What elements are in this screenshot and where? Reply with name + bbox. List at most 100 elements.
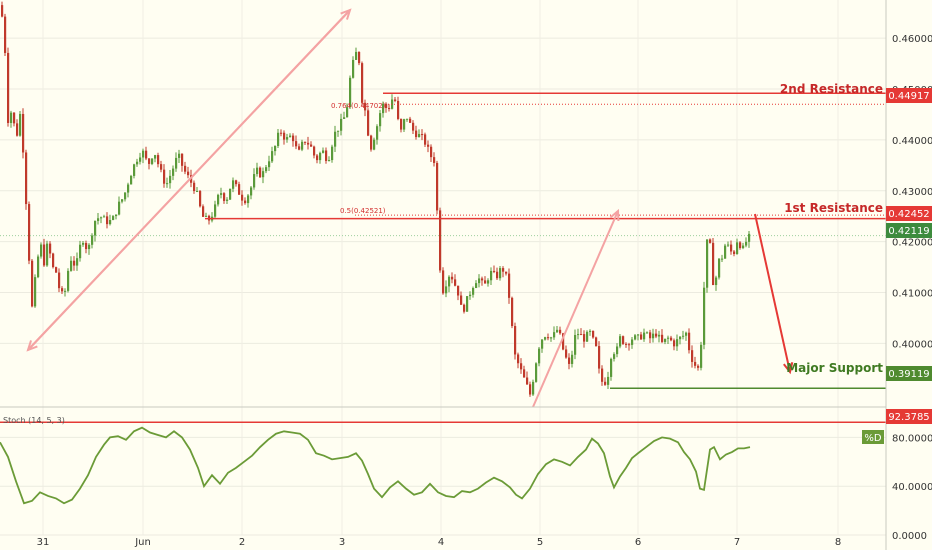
candle-body	[76, 258, 79, 266]
candle-body	[736, 242, 739, 254]
candle-body	[382, 103, 385, 114]
candle-body	[724, 245, 727, 259]
candle-body	[43, 244, 46, 266]
candle-body	[697, 365, 700, 368]
candle-body	[559, 329, 562, 334]
candle-body	[643, 332, 646, 340]
candle-body	[589, 330, 592, 332]
candle-body	[676, 339, 679, 347]
candle-body	[475, 283, 478, 289]
candle-body	[226, 199, 229, 201]
stoch-current-pill	[862, 430, 884, 444]
candle-body	[124, 192, 127, 200]
candle-body	[364, 102, 367, 111]
candle-body	[205, 215, 208, 217]
candle-body	[481, 278, 484, 281]
candle-body	[577, 334, 580, 336]
candle-body	[691, 350, 694, 362]
candle-body	[34, 277, 37, 307]
candle-body	[490, 270, 493, 281]
candle-body	[154, 155, 157, 159]
candle-body	[424, 134, 427, 145]
candle-body	[343, 117, 346, 119]
candle-body	[310, 144, 313, 147]
candle-body	[13, 112, 16, 124]
candle-body	[88, 244, 91, 250]
stoch-current: %D	[864, 433, 882, 444]
candle-body	[622, 336, 625, 344]
candle-body	[511, 297, 514, 327]
candle-body	[379, 113, 382, 127]
candle-body	[646, 332, 649, 334]
candle-body	[7, 52, 10, 123]
candle-body	[112, 216, 115, 221]
candle-body	[706, 239, 709, 288]
candle-body	[604, 381, 607, 385]
price-tick-label: 0.46000	[892, 34, 932, 45]
stoch-tick-label: 40.0000	[892, 482, 932, 493]
candle-body	[25, 152, 28, 205]
candle-body	[118, 201, 121, 215]
candle-body	[106, 216, 109, 225]
candle-body	[496, 271, 499, 279]
candlestick-series	[1, 1, 751, 397]
candle-body	[127, 184, 130, 193]
candle-body	[529, 384, 532, 395]
candle-body	[265, 167, 268, 172]
candle-body	[271, 151, 274, 162]
candle-body	[478, 278, 481, 284]
candle-body	[151, 158, 154, 164]
candle-body	[619, 336, 622, 347]
candle-body	[148, 158, 151, 164]
candle-body	[574, 334, 577, 355]
candle-body	[640, 334, 643, 340]
candle-body	[517, 354, 520, 364]
candle-body	[670, 337, 673, 341]
candle-body	[307, 142, 310, 145]
candle-body	[472, 288, 475, 295]
candle-body	[352, 59, 355, 78]
candle-body	[283, 132, 286, 140]
time-tick-label: 7	[734, 537, 740, 548]
candle-body	[46, 243, 49, 266]
candle-body	[610, 358, 613, 377]
candle-body	[52, 253, 55, 268]
candle-body	[367, 110, 370, 136]
candle-body	[67, 270, 70, 291]
candle-body	[436, 162, 439, 211]
candle-body	[58, 272, 61, 289]
candle-body	[400, 118, 403, 130]
candle-body	[679, 336, 682, 340]
candle-body	[448, 276, 451, 287]
price-tick-label: 0.43000	[892, 187, 932, 198]
projected-drop-arrow	[754, 213, 791, 373]
candle-body	[373, 139, 376, 150]
candle-body	[355, 51, 358, 60]
candle-body	[535, 363, 538, 382]
candle-body	[22, 113, 25, 153]
candle-body	[229, 188, 232, 200]
candle-body	[16, 123, 19, 136]
candle-body	[232, 180, 235, 189]
time-tick-label: 5	[537, 537, 543, 548]
candle-body	[664, 338, 667, 342]
candle-body	[568, 357, 571, 364]
candle-body	[412, 122, 415, 131]
candle-body	[340, 118, 343, 131]
candle-body	[358, 51, 361, 64]
candle-body	[361, 63, 364, 103]
candle-body	[100, 217, 103, 219]
candle-body	[394, 99, 397, 101]
candle-body	[262, 171, 265, 178]
candle-body	[418, 134, 421, 138]
candle-body	[238, 184, 241, 195]
first-resistance-price: 0.42452	[888, 209, 929, 220]
candle-body	[115, 214, 118, 217]
candle-body	[607, 376, 610, 385]
candle-body	[304, 141, 307, 143]
annotations	[0, 8, 886, 408]
candle-body	[583, 334, 586, 342]
candle-body	[469, 294, 472, 297]
price-tick-label: 0.44000	[892, 136, 932, 147]
candle-body	[163, 169, 166, 184]
